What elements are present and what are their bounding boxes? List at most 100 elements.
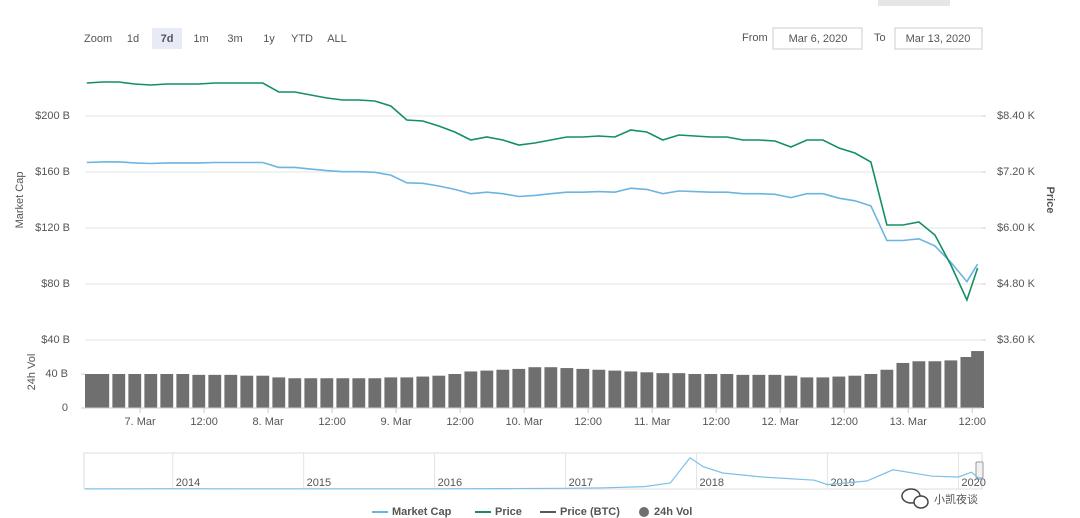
legend-label[interactable]: Price (BTC) — [560, 506, 620, 518]
legend-marker[interactable] — [639, 507, 649, 517]
y2-axis-title: Price — [1044, 187, 1056, 214]
y2-tick-label: $4.80 K — [997, 278, 1036, 290]
volume-bar — [224, 374, 238, 408]
zoom-button[interactable]: YTD — [291, 33, 313, 45]
to-label: To — [874, 32, 886, 44]
navigator-handle[interactable] — [975, 461, 984, 479]
volume-bar — [336, 378, 350, 408]
x-tick-label: 10. Mar — [506, 416, 544, 428]
volume-bar — [688, 374, 702, 408]
zoom-button[interactable]: 7d — [161, 33, 174, 45]
volume-bar — [384, 377, 398, 408]
volume-bar — [240, 375, 254, 408]
x-tick-label: 13. Mar — [890, 416, 928, 428]
volume-bar — [848, 375, 862, 408]
volume-bar — [928, 361, 942, 408]
zoom-button[interactable]: 3m — [227, 33, 242, 45]
volume-bar — [784, 375, 798, 408]
volume-bar — [720, 374, 734, 408]
volume-bar — [704, 374, 718, 408]
volume-bar — [85, 374, 98, 408]
zoom-button[interactable]: 1m — [193, 33, 208, 45]
from-date[interactable]: Mar 6, 2020 — [789, 33, 848, 45]
y-axis-title: Market Cap — [14, 172, 26, 229]
x-tick-label: 12:00 — [190, 416, 218, 428]
volume-bar — [464, 371, 478, 408]
volume-bar — [944, 360, 958, 408]
volume-bar — [608, 370, 622, 408]
volume-bar — [272, 377, 286, 408]
volume-bar — [256, 375, 270, 408]
zoom-label: Zoom — [84, 33, 112, 45]
y-tick-label: $160 B — [35, 166, 70, 178]
volume-bar — [800, 377, 814, 408]
y-tick-label: $80 B — [41, 278, 70, 290]
volume-bar — [656, 373, 670, 408]
volume-bar — [640, 372, 654, 408]
volume-bar — [304, 378, 318, 408]
volume-bar — [352, 378, 366, 408]
zoom-button[interactable]: 1d — [127, 33, 139, 45]
zoom-button[interactable]: 1y — [263, 33, 275, 45]
x-tick-label: 12:00 — [830, 416, 858, 428]
y-tick-label: 40 B — [45, 368, 68, 380]
volume-bar — [971, 351, 984, 408]
volume-bar — [672, 373, 686, 408]
x-tick-label: 11. Mar — [634, 416, 671, 428]
zoom-button-selected[interactable] — [152, 28, 182, 49]
volume-bar — [144, 374, 158, 408]
navigator-tick-label: 2017 — [569, 477, 593, 489]
volume-bar — [480, 370, 494, 408]
volume-bar — [160, 374, 174, 408]
volume-bar — [368, 378, 382, 408]
y2-tick-label: $7.20 K — [997, 166, 1036, 178]
volume-bar — [528, 367, 542, 408]
volume-bar — [208, 374, 222, 408]
from-input[interactable] — [772, 27, 863, 50]
wechat-icon — [913, 495, 929, 509]
volume-bar — [896, 362, 910, 408]
x-tick-label: 12. Mar — [762, 416, 800, 428]
to-date[interactable]: Mar 13, 2020 — [906, 33, 971, 45]
volume-bar — [912, 361, 926, 408]
volume-bar — [192, 374, 206, 408]
series-line — [86, 161, 979, 283]
series-line — [86, 81, 979, 303]
volume-bar — [880, 369, 894, 408]
y-axis-title: 24h Vol — [26, 354, 38, 391]
volume-bar — [128, 374, 142, 408]
navigator-tick-label: 2015 — [307, 477, 331, 489]
volume-bar — [592, 369, 606, 408]
watermark: 小凯夜谈 — [901, 488, 978, 509]
volume-bar — [832, 376, 846, 408]
volume-bar — [320, 378, 334, 408]
volume-bar — [560, 368, 574, 408]
x-tick-label: 12:00 — [958, 416, 986, 428]
x-tick-label: 8. Mar — [253, 416, 285, 428]
volume-bar — [544, 367, 558, 408]
volume-bar — [496, 369, 510, 408]
x-tick-label: 7. Mar — [125, 416, 157, 428]
x-tick-label: 12:00 — [574, 416, 602, 428]
watermark-text: 小凯夜谈 — [934, 492, 978, 506]
volume-bar — [768, 374, 782, 408]
legend-label[interactable]: Price — [495, 506, 522, 518]
volume-bar — [448, 374, 462, 408]
legend-label[interactable]: 24h Vol — [654, 506, 692, 518]
volume-bar — [112, 374, 126, 408]
y-tick-label: $200 B — [35, 110, 70, 122]
volume-bar — [96, 374, 110, 408]
volume-bar — [816, 377, 830, 408]
y-tick-label: $40 B — [41, 334, 70, 346]
navigator-tick-label: 2016 — [438, 477, 462, 489]
volume-bar — [400, 377, 414, 408]
legend-label[interactable]: Market Cap — [392, 506, 452, 518]
zoom-button[interactable]: ALL — [327, 33, 347, 45]
volume-bar — [624, 371, 638, 408]
to-input[interactable] — [894, 27, 983, 50]
volume-bar — [960, 357, 974, 408]
y2-tick-label: $6.00 K — [997, 222, 1036, 234]
volume-bar — [512, 368, 526, 408]
volume-bar — [432, 375, 446, 408]
